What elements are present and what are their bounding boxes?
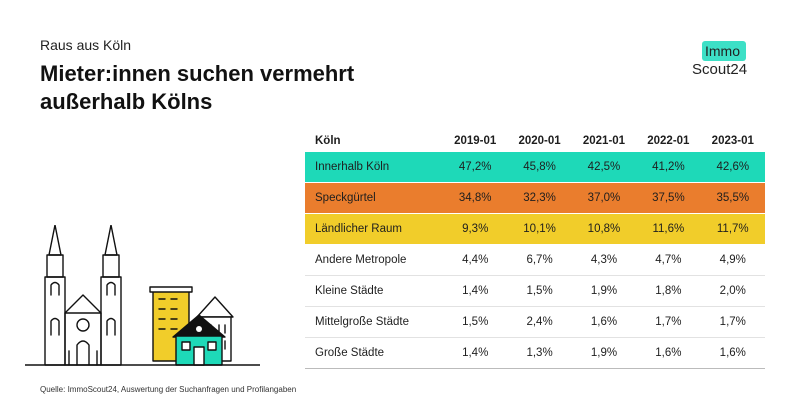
table-cell: 4,4% (443, 244, 508, 276)
table-cell: 1,6% (636, 337, 701, 369)
table-cell: 1,8% (636, 275, 701, 307)
table-cell: 41,2% (636, 152, 701, 183)
table-cell: 2,4% (507, 306, 572, 338)
table-cell: 1,4% (443, 275, 508, 307)
page-title: Mieter:innen suchen vermehrt außerhalb K… (40, 61, 355, 114)
column-header-2021: 2021-01 (582, 135, 626, 147)
table-cell: 1,6% (571, 306, 637, 338)
column-header-2022: 2022-01 (647, 135, 690, 147)
logo-accent-box (702, 41, 746, 61)
immoscout24-logo: Immo Scout24 (690, 41, 770, 81)
table-cell: 1,3% (507, 337, 572, 369)
table-cell: 37,5% (636, 182, 701, 214)
table-cell: 2,0% (700, 275, 765, 307)
row-label: Speckgürtel (305, 182, 443, 214)
table-row: Große Städte 1,4% 1,3% 1,9% 1,6% 1,6% (305, 337, 765, 369)
column-header-2019: 2019-01 (454, 135, 497, 147)
table-cell: 42,5% (571, 152, 637, 183)
table-cell: 42,6% (700, 152, 765, 183)
column-header-region: Köln (315, 135, 341, 147)
table-cell: 4,7% (636, 244, 701, 276)
row-label: Andere Metropole (305, 244, 443, 276)
table-cell: 1,9% (571, 275, 637, 307)
table-row: Andere Metropole 4,4% 6,7% 4,3% 4,7% 4,9… (305, 244, 765, 276)
source-note: Quelle: ImmoScout24, Auswertung der Such… (40, 385, 297, 394)
table-cell: 1,4% (443, 337, 508, 369)
table-cell: 4,3% (571, 244, 637, 276)
row-label: Mittelgroße Städte (305, 306, 443, 338)
table-row: Mittelgroße Städte 1,5% 2,4% 1,6% 1,7% 1… (305, 306, 765, 338)
table-cell: 10,8% (571, 213, 637, 245)
cathedral-icon (44, 225, 122, 366)
row-label: Ländlicher Raum (305, 213, 443, 245)
table-cell: 47,2% (443, 152, 508, 183)
table-row: Kleine Städte 1,4% 1,5% 1,9% 1,8% 2,0% (305, 275, 765, 307)
table-cell: 1,5% (443, 306, 508, 338)
column-header-2020: 2020-01 (518, 135, 561, 147)
table-cell: 1,6% (700, 337, 765, 369)
row-label: Innerhalb Köln (305, 152, 443, 183)
table-cell: 1,7% (700, 306, 765, 338)
table-cell: 1,9% (571, 337, 637, 369)
table-cell: 11,7% (700, 213, 765, 245)
table-cell: 35,5% (700, 182, 765, 214)
table-header-row: Köln 2019-01 2020-01 2021-01 2022-01 202… (305, 130, 765, 152)
table-cell: 45,8% (507, 152, 572, 183)
table-cell: 1,5% (507, 275, 572, 307)
table-row: Ländlicher Raum 9,3% 10,1% 10,8% 11,6% 1… (305, 213, 765, 245)
logo-text-immo: Immo (705, 43, 740, 59)
table-cell: 11,6% (636, 213, 701, 245)
row-label: Große Städte (305, 337, 443, 369)
house-icon (172, 314, 226, 366)
search-share-table: Köln 2019-01 2020-01 2021-01 2022-01 202… (305, 130, 765, 369)
table-cell: 1,7% (636, 306, 701, 338)
table-cell: 34,8% (443, 182, 508, 214)
table-cell: 32,3% (507, 182, 572, 214)
table-cell: 37,0% (571, 182, 637, 214)
table-cell: 10,1% (507, 213, 572, 245)
table-cell: 4,9% (700, 244, 765, 276)
logo-text-scout: Scout24 (692, 61, 748, 78)
kicker: Raus aus Köln (40, 37, 132, 53)
city-illustration (25, 225, 260, 366)
column-header-2023: 2023-01 (711, 135, 754, 147)
table-cell: 6,7% (507, 244, 572, 276)
table-row: Speckgürtel 34,8% 32,3% 37,0% 37,5% 35,5… (305, 182, 765, 214)
row-label: Kleine Städte (305, 275, 443, 307)
table-row: Innerhalb Köln 47,2% 45,8% 42,5% 41,2% 4… (305, 152, 765, 183)
table-cell: 9,3% (443, 213, 508, 245)
